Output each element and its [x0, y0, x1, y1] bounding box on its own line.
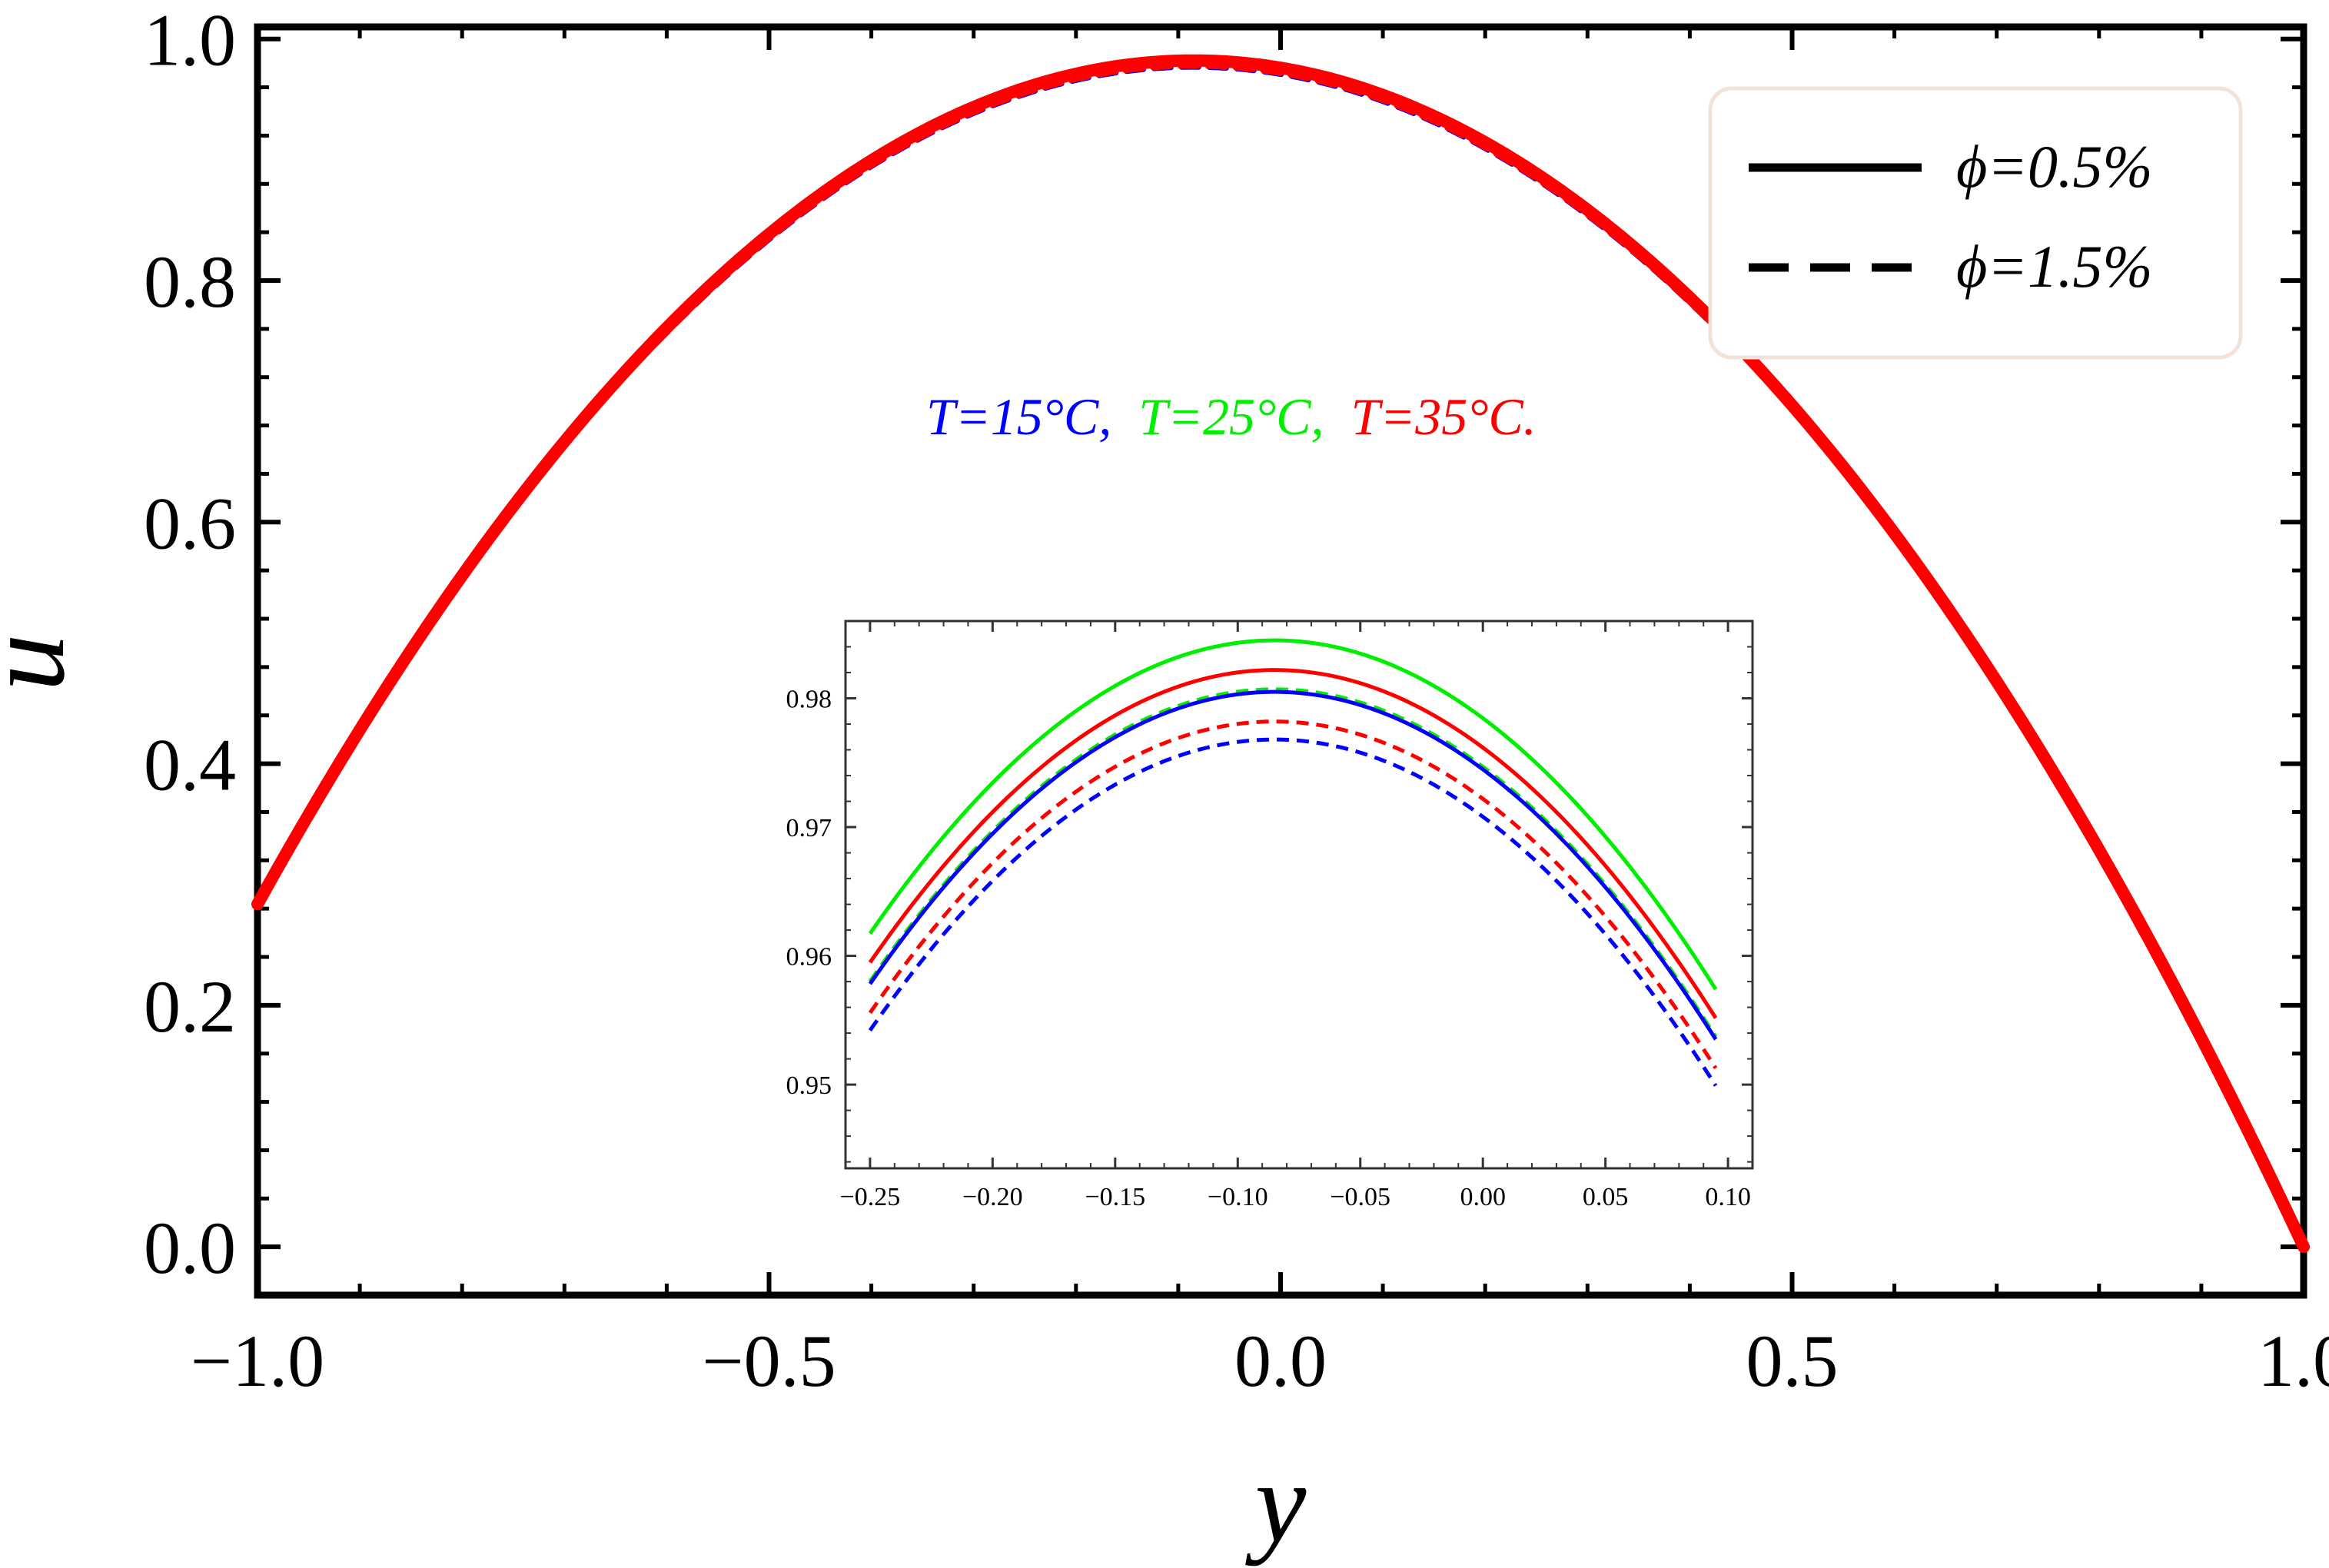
- main-series-line: [251, 54, 2310, 1254]
- legend: ϕ=0.5% ϕ=1.5%: [1708, 86, 2243, 360]
- x-tick-label: 0.5: [1746, 1320, 1839, 1402]
- temperature-annotation: T=15°C, T=25°C, T=35°C.: [926, 387, 1537, 446]
- y-tick-label: 1.0: [144, 0, 236, 81]
- inset-series-line: [868, 737, 1718, 1087]
- inset-y-tick-label: 0.97: [786, 814, 832, 842]
- inset-x-tick-label: −0.10: [1208, 1183, 1268, 1211]
- x-axis-label: y: [1245, 1439, 1307, 1566]
- annotation-t35: T=35°C.: [1351, 387, 1537, 446]
- inset-frame: [844, 620, 1754, 1170]
- inset-y-tick-label: 0.95: [786, 1071, 832, 1100]
- inset-series-line: [868, 638, 1718, 991]
- inset-x-tick-label: 0.05: [1583, 1183, 1629, 1211]
- inset-x-tick-label: 0.10: [1705, 1183, 1751, 1211]
- y-tick-label: 0.4: [144, 724, 236, 806]
- inset-curves: [868, 638, 1718, 1087]
- inset-y-tick-label: 0.96: [786, 943, 832, 972]
- inset-x-tick-label: −0.25: [840, 1183, 901, 1211]
- y-axis-label: u: [0, 634, 88, 692]
- y-tick-label: 0.8: [144, 241, 236, 323]
- inset-chart: −0.25 −0.20 −0.15 −0.10 −0.05 0.00 0.05 0.10 0.9…: [786, 620, 1754, 1211]
- inset-x-tick-label: −0.15: [1085, 1183, 1145, 1211]
- annotation-t15: T=15°C,: [926, 387, 1111, 446]
- legend-entry-solid-label: ϕ=0.5%: [1956, 133, 2152, 200]
- x-tick-label: −0.5: [702, 1320, 836, 1402]
- inset-x-tick-label: 0.00: [1460, 1183, 1506, 1211]
- inset-background: [846, 621, 1753, 1168]
- inset-y-tick-label: 0.98: [786, 686, 832, 714]
- inset-series-line: [868, 668, 1718, 1019]
- inset-x-tick-label: −0.20: [962, 1183, 1023, 1211]
- legend-entry-dashed-label: ϕ=1.5%: [1956, 233, 2152, 300]
- y-tick-label: 0.6: [144, 482, 236, 564]
- x-tick-label: 0.0: [1234, 1320, 1327, 1402]
- main-ticks: −1.0 −0.5 0.0 0.5 1.0 0.0 0.2 0.4 0.6 0.8 1.0: [144, 0, 2329, 1402]
- y-tick-label: 0.0: [144, 1207, 236, 1289]
- y-tick-label: 0.2: [144, 965, 236, 1048]
- inset-series-line: [868, 689, 1718, 1041]
- x-tick-label: −1.0: [191, 1320, 324, 1402]
- inset-series-line: [868, 719, 1718, 1070]
- inset-x-tick-label: −0.05: [1330, 1183, 1390, 1211]
- main-curves: [251, 54, 2310, 1254]
- annotation-t25: T=25°C,: [1138, 387, 1324, 446]
- x-tick-label: 1.0: [2258, 1320, 2329, 1402]
- legend-box: [1708, 86, 2243, 360]
